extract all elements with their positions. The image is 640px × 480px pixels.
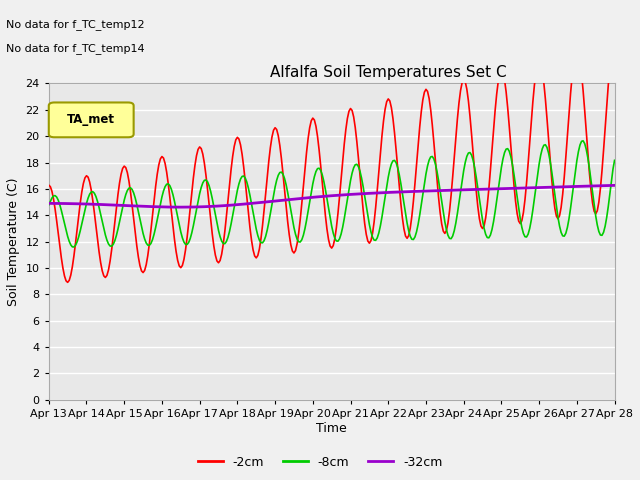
FancyBboxPatch shape: [49, 102, 134, 137]
Text: No data for f_TC_temp14: No data for f_TC_temp14: [6, 43, 145, 54]
X-axis label: Time: Time: [316, 421, 347, 435]
Y-axis label: Soil Temperature (C): Soil Temperature (C): [7, 178, 20, 306]
Legend: -2cm, -8cm, -32cm: -2cm, -8cm, -32cm: [193, 451, 447, 474]
Text: TA_met: TA_met: [67, 113, 115, 126]
Title: Alfalfa Soil Temperatures Set C: Alfalfa Soil Temperatures Set C: [270, 64, 506, 80]
Text: No data for f_TC_temp12: No data for f_TC_temp12: [6, 19, 145, 30]
